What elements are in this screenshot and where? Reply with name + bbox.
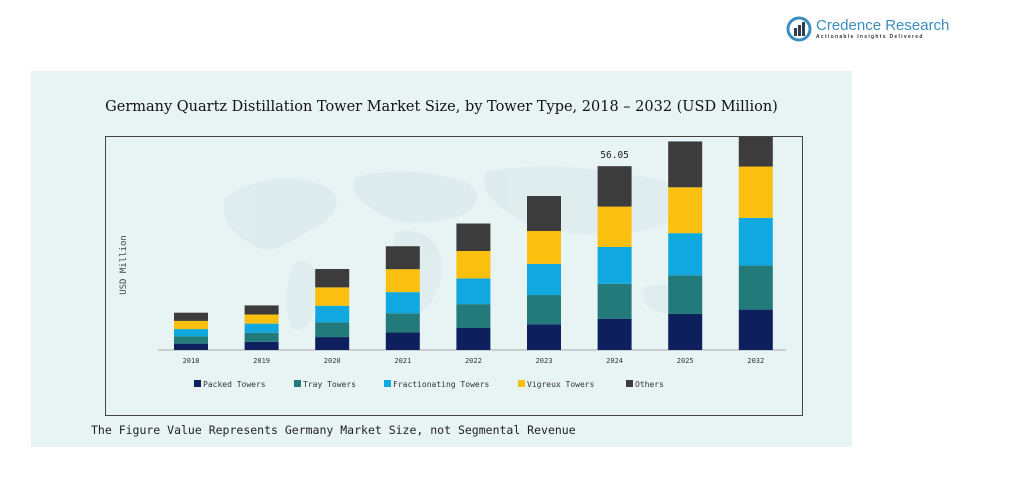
bar-segment (738, 309, 773, 350)
bar-segment (456, 250, 491, 279)
chart-svg: USD Million 2018 2019 2020 2021 2022 2023 2024… (119, 99, 786, 389)
x-tick-label: 2025 (677, 357, 694, 365)
legend-label: Fractionating Towers (393, 380, 490, 389)
bar-segment (527, 230, 561, 264)
bar-segment (174, 329, 208, 337)
bar-segment (597, 246, 632, 284)
bar-segment (597, 318, 632, 350)
legend-label: Vigreux Towers (527, 380, 595, 389)
legend-swatch (384, 380, 391, 387)
legend-label: Packed Towers (203, 380, 266, 389)
bar-segment (174, 312, 208, 321)
x-tick-label: 2024 (606, 357, 623, 365)
bar-segment (385, 269, 420, 293)
y-axis-label: USD Million (119, 235, 129, 295)
bar-segment (244, 332, 279, 342)
x-tick-label: 2020 (324, 357, 341, 365)
legend-swatch (194, 380, 201, 387)
x-tick-label: 2022 (465, 357, 482, 365)
bar-segment (668, 275, 703, 314)
bar-segment (385, 246, 420, 270)
bar-segment (244, 341, 279, 350)
data-label: 56.05 (600, 150, 629, 161)
legend: Packed Towers Tray Towers Fractionating To… (194, 380, 664, 389)
bar-segment (456, 304, 491, 328)
plot-area: USD Million 2018 2019 2020 2021 2022 2023 2024… (105, 99, 803, 416)
bar-segment (385, 292, 420, 314)
legend-label: Others (635, 380, 664, 389)
bar-segment (668, 187, 703, 234)
brand-name: Credence Research (816, 16, 950, 34)
bar-segment (738, 217, 773, 266)
bar-segment (315, 305, 350, 323)
bar-segment (174, 320, 208, 330)
bar-segment (315, 337, 350, 350)
x-tick-label: 2032 (747, 357, 764, 365)
bar-segment (244, 314, 279, 324)
bar-segment (668, 313, 703, 350)
footnote: The Figure Value Represents Germany Mark… (91, 423, 576, 437)
bar-segment (456, 223, 491, 251)
bar-segment (174, 343, 208, 350)
bars-group (174, 115, 773, 350)
bar-segment (315, 287, 350, 306)
x-tick-label: 2019 (253, 357, 270, 365)
brand-tagline: Actionable Insights Delivered (816, 33, 924, 40)
legend-label: Tray Towers (303, 380, 356, 389)
bar-segment (597, 206, 632, 247)
bar-segment (527, 196, 561, 231)
credence-logo-icon (786, 16, 812, 42)
bar-segment (385, 332, 420, 350)
brand-logo: Credence Research Actionable Insights De… (786, 14, 949, 44)
bar-segment (244, 323, 279, 333)
bar-segment (456, 327, 491, 350)
bar-segment (738, 265, 773, 310)
bar-segment (315, 322, 350, 338)
bar-segment (527, 263, 561, 296)
bar-segment (527, 324, 561, 350)
x-tick-label: 2021 (394, 357, 411, 365)
chart-title: Germany Quartz Distillation Tower Market… (105, 99, 778, 115)
x-tick-label: 2023 (536, 357, 553, 365)
chart-panel: Germany Quartz Distillation Tower Market… (31, 71, 852, 447)
bar-segment (668, 141, 703, 188)
bar-segment (738, 166, 773, 218)
bar-segment (668, 233, 703, 276)
bar-segment (527, 295, 561, 325)
x-tick-label: 2018 (183, 357, 200, 365)
bar-segment (597, 166, 632, 207)
bar-segment (385, 313, 420, 333)
bar-segment (738, 115, 773, 167)
legend-swatch (294, 380, 301, 387)
x-tick-labels: 2018 2019 2020 2021 2022 2023 2024 2025 2032 (183, 357, 765, 365)
bar-segment (456, 278, 491, 305)
bar-segment (244, 305, 279, 315)
bar-segment (315, 269, 350, 288)
bar-segment (174, 336, 208, 344)
legend-swatch (518, 380, 525, 387)
legend-swatch (626, 380, 633, 387)
bar-segment (597, 283, 632, 319)
